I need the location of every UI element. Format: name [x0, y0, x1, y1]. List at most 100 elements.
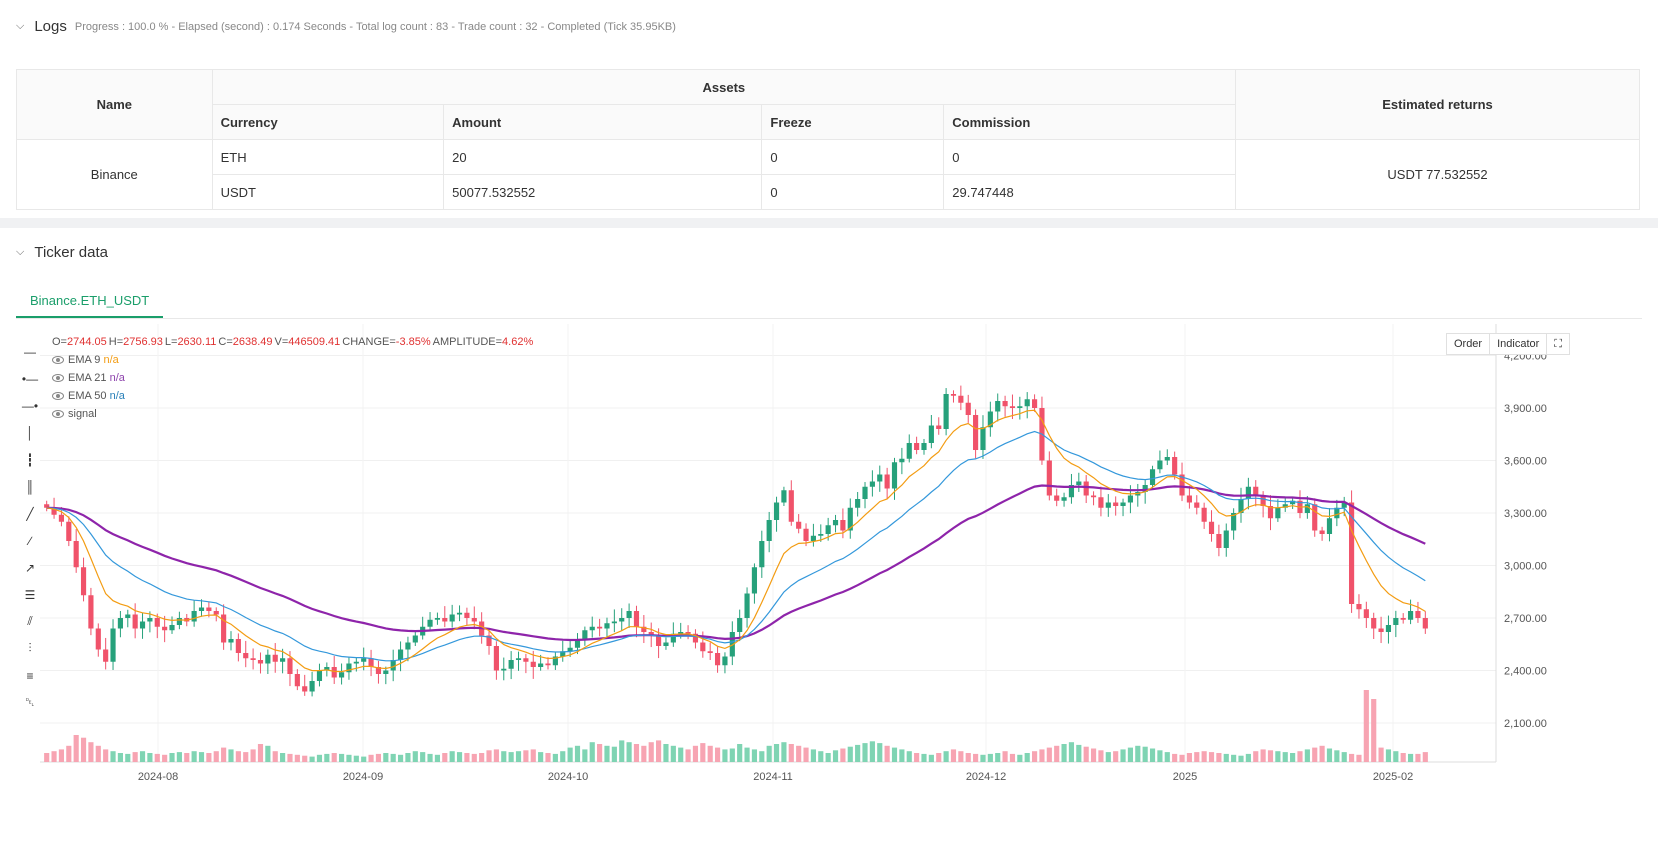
volume-bar	[906, 751, 912, 762]
volume-bar	[1142, 746, 1148, 762]
candle-body	[619, 618, 625, 622]
volume-bar	[1172, 753, 1178, 762]
volume-bar	[235, 751, 241, 762]
candle-body	[368, 658, 374, 667]
eye-icon[interactable]	[52, 410, 64, 418]
candle-body	[191, 611, 197, 622]
volume-bar	[928, 754, 934, 762]
volume-bar	[656, 740, 662, 762]
candle-body	[560, 651, 566, 657]
legend-ema21[interactable]: EMA 21 n/a	[52, 369, 535, 387]
candle-body	[331, 667, 337, 678]
volume-bar	[552, 753, 558, 762]
candle-body	[324, 667, 330, 671]
ray-icon[interactable]: ↗	[24, 560, 36, 575]
volume-bar	[766, 745, 772, 762]
legend-ema50[interactable]: EMA 50 n/a	[52, 387, 535, 405]
trash-icon[interactable]: ␡	[25, 695, 35, 709]
volume-bar	[1371, 699, 1377, 762]
y-tick-label: 3,900.00	[1504, 403, 1547, 415]
eye-icon[interactable]	[52, 356, 64, 364]
volume-bar	[685, 749, 691, 762]
volume-bar	[338, 753, 345, 762]
volume-bar	[368, 754, 374, 762]
candle-body	[692, 633, 699, 643]
candle-body	[1120, 502, 1126, 506]
indicator-button[interactable]: Indicator	[1490, 333, 1548, 355]
volume-bar	[250, 749, 256, 762]
candle-body	[1149, 469, 1156, 485]
logs-header[interactable]: ⌵ Logs Progress : 100.0 % - Elapsed (sec…	[16, 18, 676, 35]
chevron-down-icon[interactable]: ⌵	[16, 20, 25, 32]
volume-bar	[707, 745, 713, 762]
table-row: USDT 50077.532552 0 29.747448	[17, 174, 1640, 210]
volume-bar	[1393, 751, 1399, 762]
price-chart[interactable]: 4,200.003,900.003,600.003,300.003,000.00…	[40, 324, 1600, 784]
chevron-down-icon[interactable]: ⌵	[16, 246, 25, 258]
volume-bar	[73, 735, 79, 762]
trend-line-icon[interactable]: ╱	[26, 506, 34, 521]
volume-bar	[58, 749, 65, 762]
volume-bar	[1135, 745, 1141, 762]
horizontal-line-icon[interactable]: •—	[21, 371, 39, 386]
v-value: 446509.41	[288, 336, 341, 348]
volume-bar	[1319, 745, 1325, 762]
legend-ema9[interactable]: EMA 9 n/a	[52, 351, 535, 369]
ticker-header[interactable]: ⌵ Ticker data	[16, 244, 108, 261]
parallel-channel-icon[interactable]: ⫽	[27, 614, 33, 628]
candle-body	[1179, 474, 1185, 496]
tab-eth-usdt[interactable]: Binance.ETH_USDT	[16, 284, 164, 318]
y-tick-label: 2,400.00	[1504, 666, 1547, 678]
volume-bar	[243, 752, 249, 762]
candle-body	[132, 614, 138, 629]
candle-body	[471, 618, 477, 622]
eye-icon[interactable]	[52, 374, 64, 382]
volume-bar	[191, 751, 197, 762]
volume-bar	[176, 752, 182, 762]
candle-body	[825, 525, 831, 534]
candle-body	[1054, 495, 1060, 501]
candle-body	[1002, 401, 1008, 407]
candle-body	[412, 635, 418, 643]
x-tick-label: 2024-11	[753, 771, 793, 783]
candle-body	[958, 395, 964, 403]
volume-bar	[611, 746, 617, 762]
candle-body	[869, 481, 875, 487]
legend-value: n/a	[109, 390, 125, 402]
candle-body	[567, 647, 573, 652]
legend-signal[interactable]: signal	[52, 405, 535, 423]
trend-segment-icon[interactable]: ∕	[28, 533, 31, 548]
fib-retracement-icon[interactable]: ≡	[26, 668, 34, 683]
volume-bar	[899, 749, 905, 762]
volume-bar	[921, 753, 927, 762]
vertical-ray-icon[interactable]: ║	[25, 479, 35, 494]
volume-bar	[302, 755, 308, 762]
order-button[interactable]: Order	[1445, 333, 1491, 355]
volume-bar	[530, 749, 536, 762]
candle-body	[818, 534, 824, 536]
volume-bar	[1017, 754, 1023, 762]
volume-bar	[1290, 753, 1296, 762]
volume-bar	[574, 745, 581, 762]
volume-bar	[589, 742, 595, 762]
candle-body	[58, 514, 65, 522]
vertical-line-icon[interactable]: │	[26, 425, 34, 440]
volume-bar	[324, 753, 330, 762]
volume-bar	[383, 753, 389, 762]
pitchfork-icon[interactable]: ⫶	[28, 641, 32, 655]
y-tick-label: 3,300.00	[1504, 508, 1547, 520]
crosshair-icon[interactable]: —	[24, 344, 36, 359]
volume-bar	[1179, 754, 1185, 762]
candle-body	[914, 443, 920, 450]
horizontal-ray-icon[interactable]: —•	[21, 398, 39, 413]
fullscreen-icon[interactable]: ⛶	[1547, 333, 1570, 355]
volume-bar	[397, 754, 404, 762]
price-range-icon[interactable]: ☰	[24, 587, 36, 602]
assets-table: Name Assets Estimated returns Currency A…	[16, 69, 1640, 210]
candle-body	[316, 670, 323, 681]
volume-bar	[221, 747, 227, 762]
candle-body	[751, 567, 758, 594]
eye-icon[interactable]	[52, 392, 64, 400]
volume-bar	[471, 753, 477, 762]
vertical-segment-icon[interactable]: ┇	[26, 452, 34, 467]
